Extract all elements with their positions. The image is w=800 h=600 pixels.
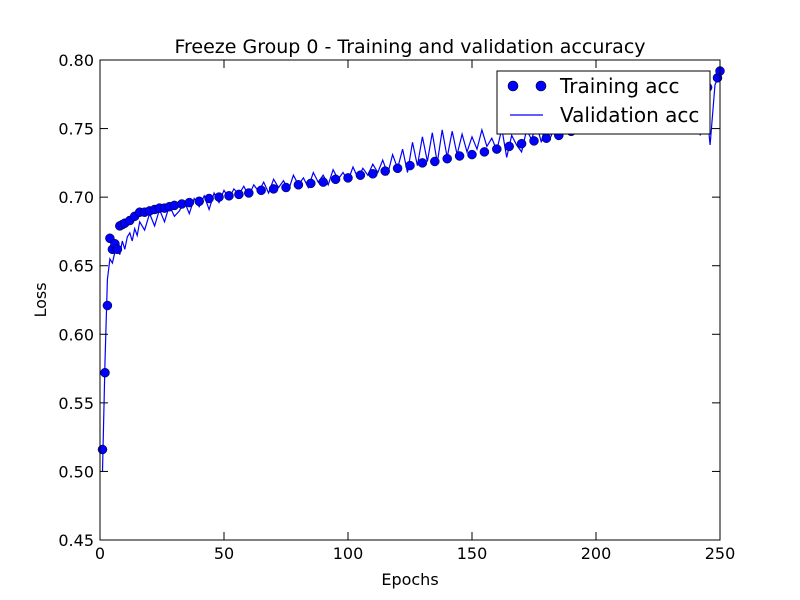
legend-validation-label: Validation acc xyxy=(560,103,699,127)
training-acc-point xyxy=(97,444,108,455)
legend-training-marker-2 xyxy=(535,80,547,92)
training-acc-point xyxy=(224,191,234,201)
x-tick-label: 250 xyxy=(705,544,736,563)
training-acc-point xyxy=(293,180,304,190)
training-acc-point xyxy=(102,300,113,311)
x-tick-label: 50 xyxy=(214,544,234,563)
training-acc-point xyxy=(343,173,353,183)
training-acc-point xyxy=(330,174,341,185)
training-acc-point xyxy=(194,196,204,207)
training-acc-point xyxy=(380,166,390,176)
legend: Training acc Validation acc xyxy=(496,70,711,135)
training-acc-point xyxy=(355,170,366,180)
training-acc-point xyxy=(405,160,415,171)
legend-training-marker-1 xyxy=(507,80,519,92)
chart-title: Freeze Group 0 - Training and validation… xyxy=(174,36,645,58)
training-acc-point xyxy=(417,158,428,168)
x-tick-label: 100 xyxy=(333,544,364,563)
x-axis-title: Epochs xyxy=(381,570,438,589)
training-acc-point xyxy=(442,153,452,164)
training-acc-point xyxy=(268,184,279,194)
training-acc-point xyxy=(392,163,403,174)
training-acc-point xyxy=(479,147,490,157)
y-axis-title: Loss xyxy=(31,282,50,317)
y-tick-label: 0.55 xyxy=(58,394,94,413)
training-acc-point xyxy=(504,141,514,152)
training-acc-point xyxy=(100,367,110,378)
y-tick-label: 0.65 xyxy=(58,257,94,276)
training-acc-point xyxy=(184,197,195,208)
x-tick-label: 200 xyxy=(581,544,612,563)
y-tick-label: 0.80 xyxy=(58,51,94,70)
training-acc-point xyxy=(204,193,214,204)
training-acc-point xyxy=(214,192,224,202)
y-tick-label: 0.70 xyxy=(58,188,94,207)
training-acc-point xyxy=(306,178,316,189)
x-tick-label: 0 xyxy=(95,544,105,563)
training-acc-point xyxy=(368,169,378,179)
training-acc-point xyxy=(234,189,244,200)
training-acc-point xyxy=(492,144,502,154)
training-acc-point xyxy=(281,182,291,193)
training-acc-point xyxy=(454,151,465,161)
plot-frame xyxy=(99,59,721,541)
training-acc-point xyxy=(430,156,440,167)
y-tick-label: 0.45 xyxy=(58,531,94,550)
y-tick-label: 0.50 xyxy=(58,462,94,481)
x-tick-label: 150 xyxy=(457,544,488,563)
y-tick-label: 0.75 xyxy=(58,120,94,139)
legend-box xyxy=(496,70,711,135)
training-acc-point xyxy=(318,177,328,187)
training-acc-point xyxy=(256,185,266,196)
y-tick-label: 0.60 xyxy=(58,325,94,344)
training-acc-point xyxy=(244,188,254,198)
training-acc-point xyxy=(541,133,552,143)
training-acc-point xyxy=(529,136,539,146)
training-acc-point xyxy=(112,244,123,255)
training-acc-point xyxy=(516,138,527,149)
legend-training-label: Training acc xyxy=(559,74,680,98)
training-acc-point xyxy=(467,149,477,160)
axis-ticks: 0 50 100 150 200 250 0.45 0.50 0.55 0.60 0.65 0.70 0… xyxy=(58,51,735,563)
